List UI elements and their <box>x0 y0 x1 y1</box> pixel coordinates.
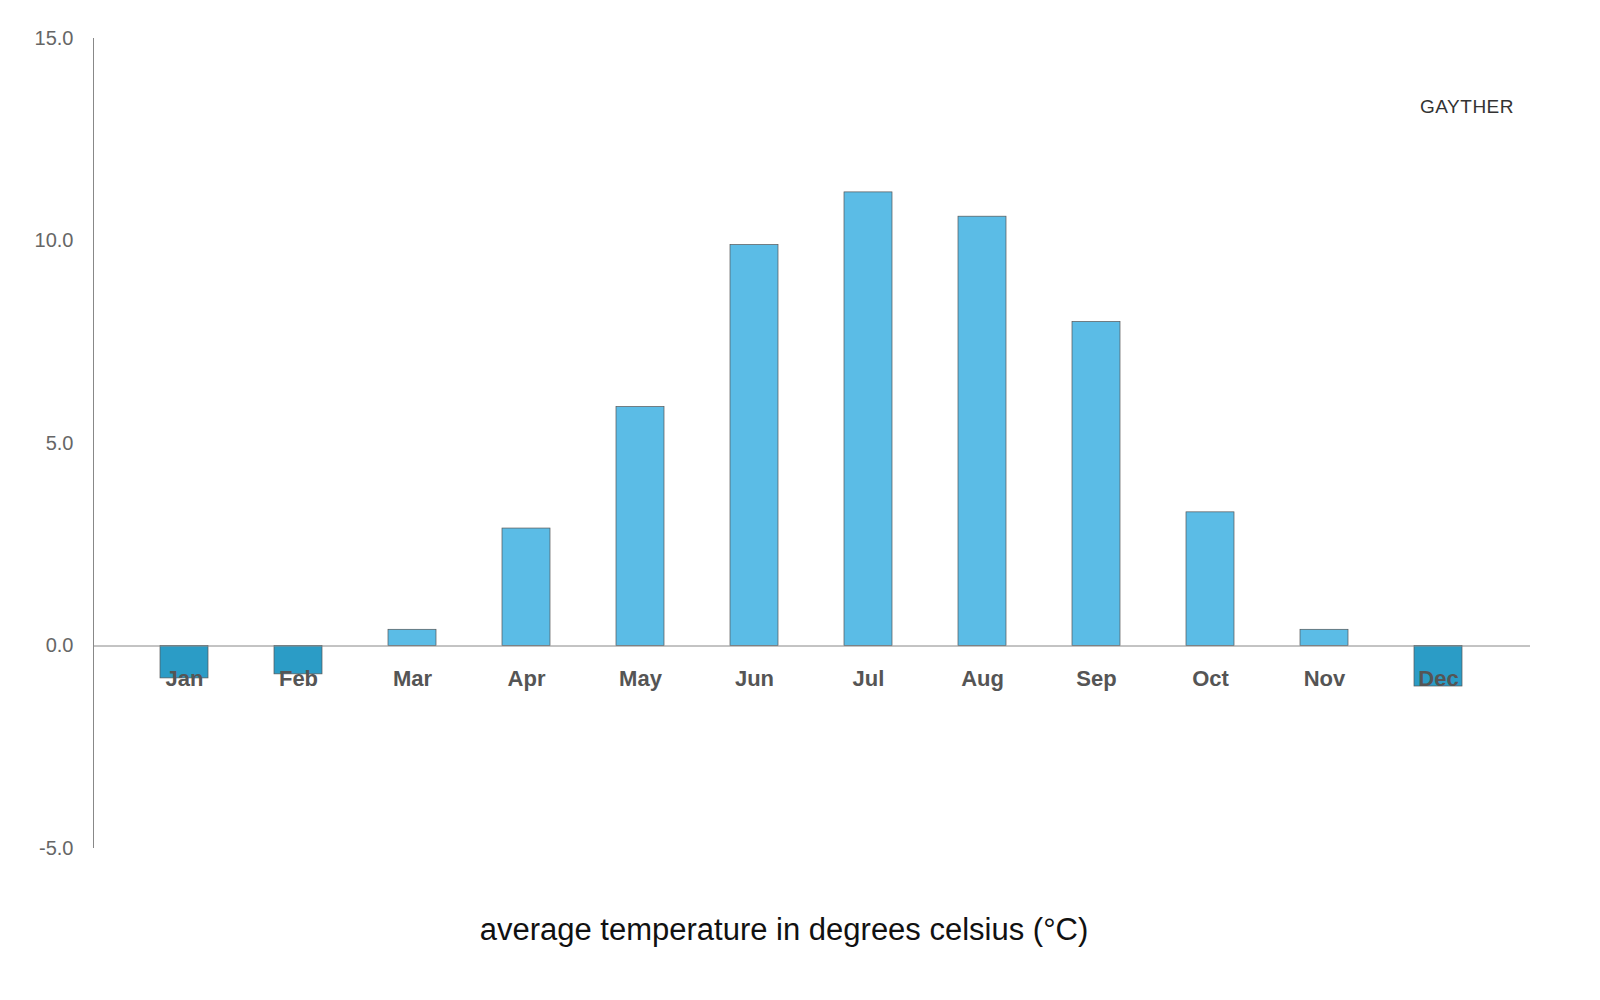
svg-text:May: May <box>619 666 663 691</box>
svg-text:Dec: Dec <box>1418 666 1458 691</box>
svg-text:Mar: Mar <box>393 666 433 691</box>
svg-text:5.0: 5.0 <box>46 432 74 454</box>
svg-text:Jul: Jul <box>853 666 885 691</box>
html-text:average temperature in degrees: average temperature in degrees celsius (… <box>479 912 1089 947</box>
html-text:GAYTHER: GAYTHER <box>1420 96 1514 117</box>
svg-text:Aug: Aug <box>961 666 1004 691</box>
svg-text:Sep: Sep <box>1076 666 1116 691</box>
svg-text:-5.0: -5.0 <box>39 837 73 859</box>
svg-text:10.0: 10.0 <box>35 229 74 251</box>
svg-text:Apr: Apr <box>508 666 546 691</box>
svg-text:15.0: 15.0 <box>35 27 74 49</box>
svg-text:Jun: Jun <box>735 666 774 691</box>
svg-text:Jan: Jan <box>166 666 204 691</box>
svg-text:0.0: 0.0 <box>46 634 74 656</box>
svg-text:Nov: Nov <box>1304 666 1346 691</box>
svg-text:Oct: Oct <box>1192 666 1229 691</box>
svg-text:Feb: Feb <box>279 666 318 691</box>
